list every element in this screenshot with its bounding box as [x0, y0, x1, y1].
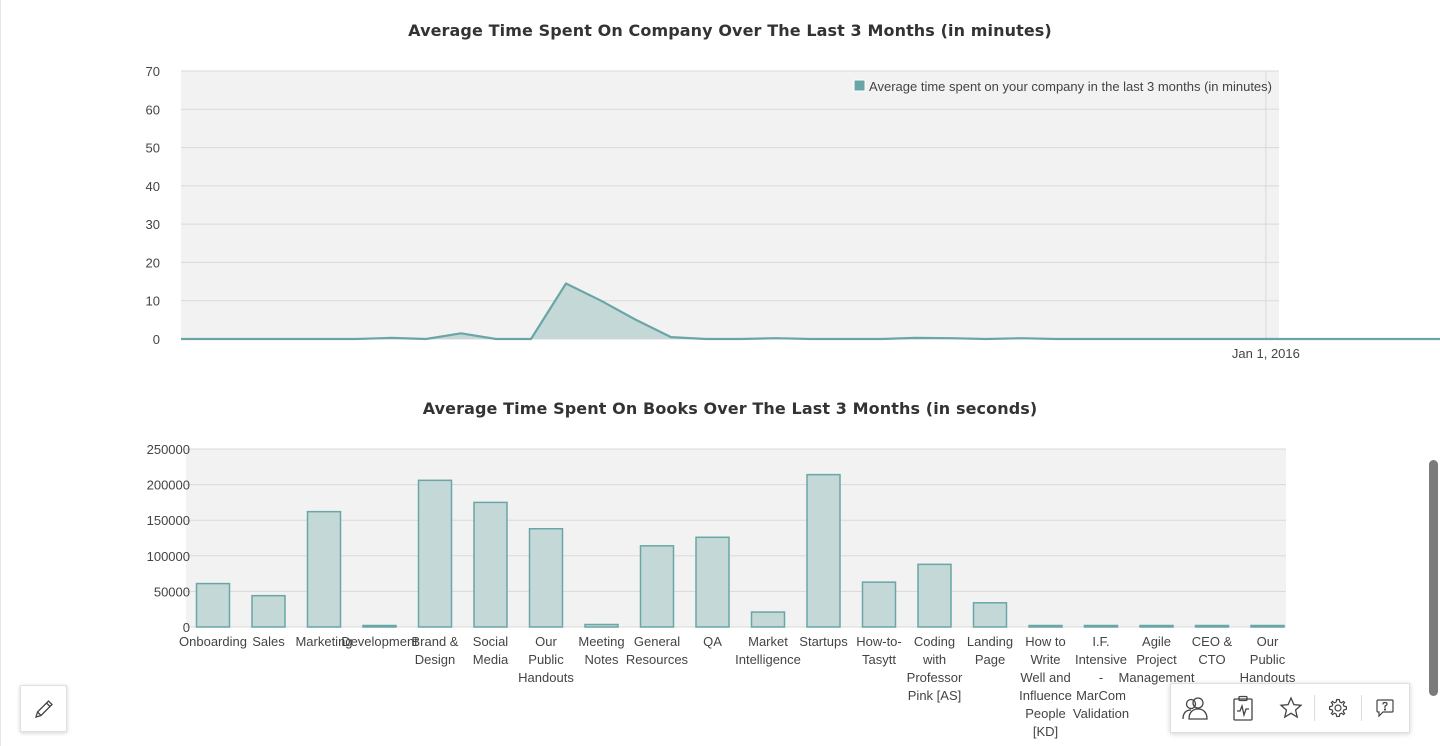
bar-x-tick-label: General Resources [626, 634, 689, 667]
bar-x-tick-label: Onboarding [179, 634, 247, 649]
settings-button[interactable] [1314, 684, 1362, 732]
bar-x-tick-label: Development [341, 634, 418, 649]
area-legend-swatch [853, 79, 866, 92]
area-legend-label: Average time spent on your company in th… [869, 79, 1272, 94]
bar [861, 581, 897, 628]
bar [695, 536, 730, 628]
area-series-line [181, 282, 1440, 341]
page-scrollbar-thumb[interactable] [1429, 460, 1438, 696]
bar [972, 602, 1008, 628]
area-y-tick-label: 70 [146, 64, 160, 79]
bar-x-tick-label: CEO & CTO [1192, 634, 1233, 667]
pencil-icon [34, 699, 53, 718]
area-y-tick-label: 20 [146, 255, 160, 270]
bar-x-tick-label: Brand & Design [412, 634, 459, 667]
area-y-tick-label: 50 [146, 141, 160, 156]
area-plot-background [181, 71, 1279, 339]
bar-x-tick-label: Sales [252, 634, 285, 649]
bar [417, 479, 453, 628]
gear-icon [1328, 698, 1348, 718]
bar-y-tick-label: 50000 [154, 584, 190, 599]
bar [195, 582, 231, 628]
bar [806, 473, 841, 628]
bar-chart-title: Average Time Spent On Books Over The Las… [422, 399, 1038, 418]
bar [473, 501, 508, 628]
bar-y-tick-label: 100000 [147, 549, 190, 564]
bar-x-tick-label: Market Intelligence [735, 634, 801, 667]
bar-x-tick-label: Startups [799, 634, 848, 649]
bar-y-tick-label: 150000 [147, 513, 190, 528]
bar [528, 527, 564, 628]
users-button[interactable] [1171, 684, 1219, 732]
toolbar-divider [1314, 695, 1315, 721]
bar [306, 510, 342, 628]
bar-x-tick-label: I.F. Intensive -MarCom Validation [1073, 634, 1129, 721]
bar-x-tick-label: Meeting Notes [578, 634, 624, 667]
area-x-tick-label: Jan 1, 2016 [1232, 346, 1300, 361]
bar-x-tick-label: Our Public Handouts [1240, 634, 1296, 685]
bar [1083, 624, 1119, 628]
bar-plot-background [186, 449, 1286, 627]
bar-x-tick-label: Agile Project Management [1119, 634, 1195, 685]
bar-x-tick-label: Landing Page [967, 634, 1013, 667]
bar-y-tick-label: 250000 [147, 442, 190, 457]
bar-x-tick-label: Our Public Handouts [518, 634, 574, 685]
bar-x-tick-label: Social Media [473, 634, 509, 667]
help-button[interactable] [1361, 684, 1409, 732]
bar-x-tick-label: Coding with Professor Pink [AS] [907, 634, 963, 703]
users-icon [1182, 697, 1208, 720]
bar [1028, 624, 1063, 628]
bar [362, 624, 397, 628]
bar-y-tick-label: 200000 [147, 478, 190, 493]
toolbar-divider [1361, 695, 1362, 721]
area-y-tick-label: 60 [146, 102, 160, 117]
bar-x-tick-label: Marketing [295, 634, 352, 649]
bar [251, 594, 286, 628]
bar [1139, 624, 1174, 628]
area-y-tick-label: 30 [146, 217, 160, 232]
activity-report-button[interactable] [1219, 684, 1267, 732]
bar [750, 611, 786, 628]
bar [917, 563, 952, 628]
favorites-button[interactable] [1267, 684, 1315, 732]
area-y-tick-label: 10 [146, 294, 160, 309]
bar [584, 623, 619, 628]
star-icon [1279, 696, 1303, 719]
bar-y-tick-label: 0 [183, 620, 190, 635]
bar-x-tick-label: QA [703, 634, 722, 649]
bar-x-tick-label: How-to-Tasytt [856, 634, 902, 667]
bar-x-tick-label: How to Write Well and Influence People [KD] [1019, 634, 1072, 739]
bar [1194, 624, 1230, 628]
area-y-tick-label: 40 [146, 179, 160, 194]
help-chat-icon [1376, 699, 1394, 718]
edit-button[interactable] [20, 685, 67, 732]
bottom-toolbar [1170, 683, 1410, 733]
bar [1250, 624, 1285, 628]
page-left-border [0, 0, 1, 746]
clipboard-activity-icon [1233, 695, 1253, 721]
bar [639, 545, 675, 628]
area-chart-title: Average Time Spent On Company Over The L… [408, 21, 1052, 40]
area-y-tick-label: 0 [153, 332, 160, 347]
